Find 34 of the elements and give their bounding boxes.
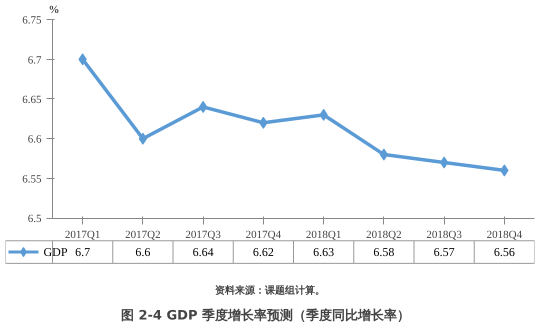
data-label: 6.7 — [75, 245, 90, 260]
x-tick-label: 2018Q1 — [306, 229, 342, 242]
point — [78, 53, 87, 66]
x-tick-label: 2017Q3 — [185, 229, 222, 242]
data-label: 6.56 — [494, 245, 515, 260]
point — [440, 156, 448, 168]
y-tick-label: 6.75 — [22, 14, 42, 27]
x-tick-label: 2018Q4 — [486, 229, 523, 242]
data-label: 6.57 — [434, 245, 455, 260]
x-tick-label: 2017Q1 — [64, 229, 100, 242]
data-label: 6.6 — [135, 245, 150, 260]
legend-label: GDP — [44, 245, 68, 260]
y-tick-label: 6.6 — [28, 134, 42, 146]
point — [138, 132, 148, 145]
x-tick-label: 2018Q2 — [366, 229, 402, 242]
y-tick-label: 6.5 — [28, 213, 42, 226]
y-tick-label: 6.7 — [28, 54, 42, 66]
y-axis-title: % — [48, 4, 60, 16]
point — [319, 108, 328, 121]
data-label: 6.58 — [373, 245, 394, 260]
y-tick-label: 6.65 — [22, 94, 42, 106]
point — [380, 148, 388, 161]
point — [198, 100, 208, 113]
data-label: 6.63 — [313, 245, 334, 260]
x-tick-label: 2017Q4 — [246, 229, 282, 242]
point — [259, 116, 268, 129]
y-tick-label: 6.55 — [22, 173, 42, 186]
point — [500, 164, 509, 176]
data-label: 6.62 — [252, 245, 274, 260]
data-label: 6.64 — [192, 245, 214, 260]
x-tick-label: 2018Q3 — [426, 229, 462, 242]
x-tick-label: 2017Q2 — [125, 229, 161, 242]
text: 图 2-4 GDP 季度增长率预测（季度同比增长率） — [120, 308, 410, 324]
text: 资料来源：课题组计算。 — [215, 284, 325, 296]
